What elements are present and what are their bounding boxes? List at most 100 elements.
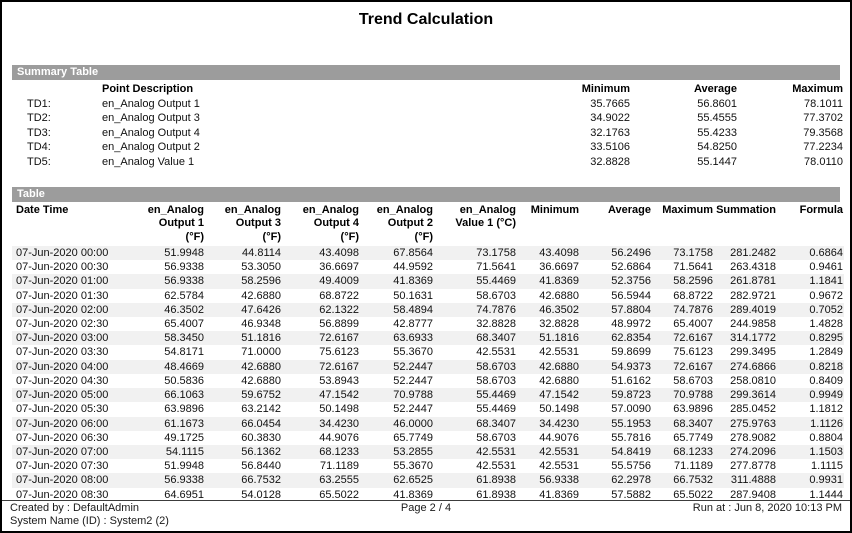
table-cell: 62.5784 xyxy=(164,289,204,302)
table-cell: 72.6167 xyxy=(673,360,713,373)
table-row: 07-Jun-2020 06:30 49.1725 60.3830 44.9076 65… xyxy=(12,431,844,445)
summary-cell: 55.4555 xyxy=(697,112,737,125)
table-cell: 07-Jun-2020 03:30 xyxy=(16,346,109,359)
table-cell: 1.2849 xyxy=(809,346,843,359)
table-cell: 1.1115 xyxy=(810,460,843,473)
table-cell: 70.9788 xyxy=(393,389,433,402)
table-cell: 07-Jun-2020 04:00 xyxy=(16,360,109,373)
table-cell: 42.6880 xyxy=(241,289,281,302)
table-row: 07-Jun-2020 05:00 66.1063 59.6752 47.1542 70… xyxy=(12,388,844,403)
table-row: 07-Jun-2020 03:30 54.8171 71.0000 75.6123 55… xyxy=(12,345,844,359)
table-row: 07-Jun-2020 01:30 62.5784 42.6880 68.8722 50… xyxy=(12,289,844,303)
table-cell: 71.5641 xyxy=(476,261,516,274)
table-cell: 0.8295 xyxy=(809,332,843,345)
summary-cell: en_Analog Output 4 xyxy=(102,126,200,139)
table-cell: 57.8804 xyxy=(611,303,651,316)
table-cell: 53.8943 xyxy=(319,374,359,387)
table-row: 07-Jun-2020 04:00 48.4669 42.6880 72.6167 52… xyxy=(12,359,844,374)
table-cell: 59.8723 xyxy=(611,389,651,402)
table-cell: 50.1498 xyxy=(319,403,359,416)
table-cell: 57.5882 xyxy=(611,488,651,501)
table-cell: 258.0810 xyxy=(730,374,776,387)
summary-section-header: Summary Table xyxy=(12,65,840,80)
table-cell: 65.7749 xyxy=(673,431,713,444)
table-cell: 1.1841 xyxy=(809,275,843,288)
table-cell: 66.7532 xyxy=(241,474,281,487)
summary-header-id xyxy=(12,82,102,97)
table-cell: 07-Jun-2020 01:30 xyxy=(16,289,109,302)
table-cell: 58.2596 xyxy=(673,275,713,288)
table-cell: 54.8419 xyxy=(611,445,651,458)
table-cell: 46.3502 xyxy=(164,303,204,316)
table-cell: 42.6880 xyxy=(241,374,281,387)
table-cell: 75.6123 xyxy=(319,346,359,359)
table-cell: 61.1673 xyxy=(164,417,204,430)
table-cell: 58.6703 xyxy=(476,289,516,302)
table-section-header: Table xyxy=(12,186,840,202)
table-cell: 55.1953 xyxy=(611,417,651,430)
table-cell: 55.5756 xyxy=(611,460,651,473)
table-cell: 47.6426 xyxy=(241,303,281,316)
table-cell: 32.8828 xyxy=(539,318,579,331)
table-cell: 07-Jun-2020 05:00 xyxy=(16,389,109,402)
table-cell: 07-Jun-2020 08:30 xyxy=(16,488,109,501)
table-cell: 07-Jun-2020 02:00 xyxy=(16,303,109,316)
table-cell: 50.1631 xyxy=(393,289,433,302)
table-cell: 52.2447 xyxy=(393,374,433,387)
table-cell: 299.3495 xyxy=(730,346,776,359)
table-cell: 55.4469 xyxy=(476,403,516,416)
table-row: 07-Jun-2020 04:30 50.5836 42.6880 53.8943 52… xyxy=(12,374,844,388)
table-cell: 41.8369 xyxy=(393,488,433,501)
table-cell: 07-Jun-2020 00:00 xyxy=(16,247,109,260)
table-cell: 42.6880 xyxy=(539,360,579,373)
table-cell: 55.3670 xyxy=(393,460,433,473)
table-cell: 61.8938 xyxy=(476,474,516,487)
table-cell: 54.0128 xyxy=(241,488,281,501)
table-cell: 42.5531 xyxy=(539,445,579,458)
table-cell: 58.3450 xyxy=(164,332,204,345)
table-cell: 58.6703 xyxy=(673,374,713,387)
column-header-en-analog-output-2: en_Analog Output 2 (°F) xyxy=(376,203,433,243)
table-cell: 73.1758 xyxy=(476,247,516,260)
summary-row: TD3: en_Analog Output 4 32.1763 55.4233 79.3… xyxy=(12,126,844,141)
table-cell: 56.2496 xyxy=(611,247,651,260)
table-cell: 48.4669 xyxy=(164,360,204,373)
table-cell: 47.1542 xyxy=(319,389,359,402)
table-cell: 41.8369 xyxy=(393,275,433,288)
table-cell: 44.9076 xyxy=(539,431,579,444)
table-cell: 49.4009 xyxy=(319,275,359,288)
table-cell: 0.9672 xyxy=(809,289,843,302)
table-cell: 07-Jun-2020 02:30 xyxy=(16,318,109,331)
table-cell: 0.9461 xyxy=(809,261,843,274)
column-header-summation: Summation xyxy=(716,203,776,216)
table-header-row: Date Time en_Analog Output 1 (°F) en_Analog O… xyxy=(12,202,844,247)
table-cell: 42.5531 xyxy=(539,346,579,359)
table-cell: 56.9338 xyxy=(164,261,204,274)
table-cell: 68.1233 xyxy=(319,445,359,458)
table-body: 07-Jun-2020 00:00 51.9948 44.8114 43.4098 67… xyxy=(12,246,844,502)
column-header-date-time: Date Time xyxy=(16,203,69,216)
summary-cell: 35.7665 xyxy=(590,97,630,110)
table-cell: 07-Jun-2020 06:00 xyxy=(16,417,109,430)
table-cell: 46.9348 xyxy=(241,318,281,331)
table-cell: 287.9408 xyxy=(730,488,776,501)
table-cell: 68.3407 xyxy=(476,417,516,430)
footer-left: Created by : DefaultAdmin System Name (I… xyxy=(10,502,169,528)
table-cell: 58.2596 xyxy=(241,275,281,288)
table-row: 07-Jun-2020 03:00 58.3450 51.1816 72.6167 63… xyxy=(12,331,844,346)
table-cell: 65.5022 xyxy=(673,488,713,501)
table-cell: 07-Jun-2020 08:00 xyxy=(16,474,109,487)
table-cell: 1.1126 xyxy=(810,417,843,430)
summary-cell: 55.1447 xyxy=(697,155,737,168)
summary-cell: 77.2234 xyxy=(803,141,843,154)
table-cell: 0.8804 xyxy=(809,431,843,444)
summary-cell: 56.8601 xyxy=(697,97,737,110)
table-cell: 63.9896 xyxy=(164,403,204,416)
table-cell: 71.5641 xyxy=(673,261,713,274)
table-cell: 58.6703 xyxy=(476,360,516,373)
table-cell: 51.9948 xyxy=(164,247,204,260)
table-cell: 36.6697 xyxy=(319,261,359,274)
table-cell: 42.5531 xyxy=(539,460,579,473)
table-cell: 74.7876 xyxy=(476,303,516,316)
